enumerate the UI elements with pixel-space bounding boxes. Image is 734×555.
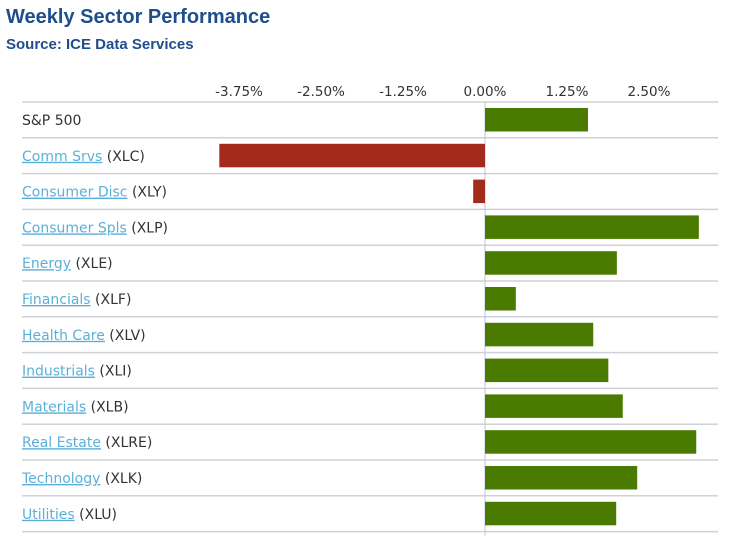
ticker-label: (XLI) <box>95 364 132 380</box>
bar-s-p-500 <box>485 108 588 132</box>
sector-link[interactable]: Energy <box>22 256 71 272</box>
category-label: Materials (XLB) <box>22 399 129 415</box>
category-label: Financials (XLF) <box>22 292 131 308</box>
bar-utilities <box>485 501 617 526</box>
category-label: Technology (XLK) <box>21 471 142 487</box>
x-tick-label: -3.75% <box>215 84 263 100</box>
bar-consumer-spls <box>485 215 699 239</box>
category-name: S&P 500 <box>22 113 81 129</box>
bar-real-estate <box>485 430 697 454</box>
x-tick-label: -1.25% <box>379 84 427 100</box>
bar-financials <box>485 287 516 311</box>
ticker-label: (XLRE) <box>101 435 152 451</box>
x-tick-label: 2.50% <box>628 84 671 100</box>
chart-title: Weekly Sector Performance <box>6 6 271 28</box>
category-label: Energy (XLE) <box>22 256 113 272</box>
category-label: Real Estate (XLRE) <box>22 435 152 451</box>
ticker-label: (XLK) <box>100 471 142 487</box>
bar-materials <box>485 394 623 418</box>
ticker-label: (XLF) <box>91 292 132 308</box>
category-label: Comm Srvs (XLC) <box>22 149 145 165</box>
category-label: Industrials (XLI) <box>22 364 132 380</box>
bar-health-care <box>485 322 594 347</box>
bar-energy <box>485 251 617 275</box>
bar-consumer-disc <box>473 179 485 204</box>
ticker-label: (XLE) <box>71 256 113 272</box>
ticker-label: (XLC) <box>102 149 145 165</box>
x-tick-label: 1.25% <box>546 84 589 100</box>
ticker-label: (XLU) <box>75 507 117 523</box>
sector-link[interactable]: Health Care <box>22 328 105 344</box>
bar-comm-srvs <box>219 143 485 168</box>
sector-link[interactable]: Consumer Disc <box>22 185 128 201</box>
bar-technology <box>485 466 638 490</box>
sector-link[interactable]: Utilities <box>22 507 75 523</box>
sector-link[interactable]: Consumer Spls <box>22 220 127 236</box>
category-label: Consumer Disc (XLY) <box>22 185 167 201</box>
chart-subtitle: Source: ICE Data Services <box>6 36 194 53</box>
category-label: S&P 500 <box>22 113 81 129</box>
x-tick-label: -2.50% <box>297 84 345 100</box>
bar-industrials <box>485 358 609 383</box>
sector-link[interactable]: Financials <box>22 292 91 308</box>
sector-link[interactable]: Real Estate <box>22 435 101 451</box>
ticker-label: (XLY) <box>128 185 167 201</box>
sector-link[interactable]: Technology <box>21 471 100 487</box>
category-label: Utilities (XLU) <box>22 507 117 523</box>
sector-link[interactable]: Materials <box>22 399 86 415</box>
category-label: Consumer Spls (XLP) <box>22 220 168 236</box>
ticker-label: (XLB) <box>86 399 128 415</box>
sector-link[interactable]: Industrials <box>22 364 95 380</box>
ticker-label: (XLP) <box>127 220 168 236</box>
sector-link[interactable]: Comm Srvs <box>22 149 102 165</box>
ticker-label: (XLV) <box>105 328 146 344</box>
x-tick-label: 0.00% <box>464 84 507 100</box>
category-label: Health Care (XLV) <box>22 328 146 344</box>
